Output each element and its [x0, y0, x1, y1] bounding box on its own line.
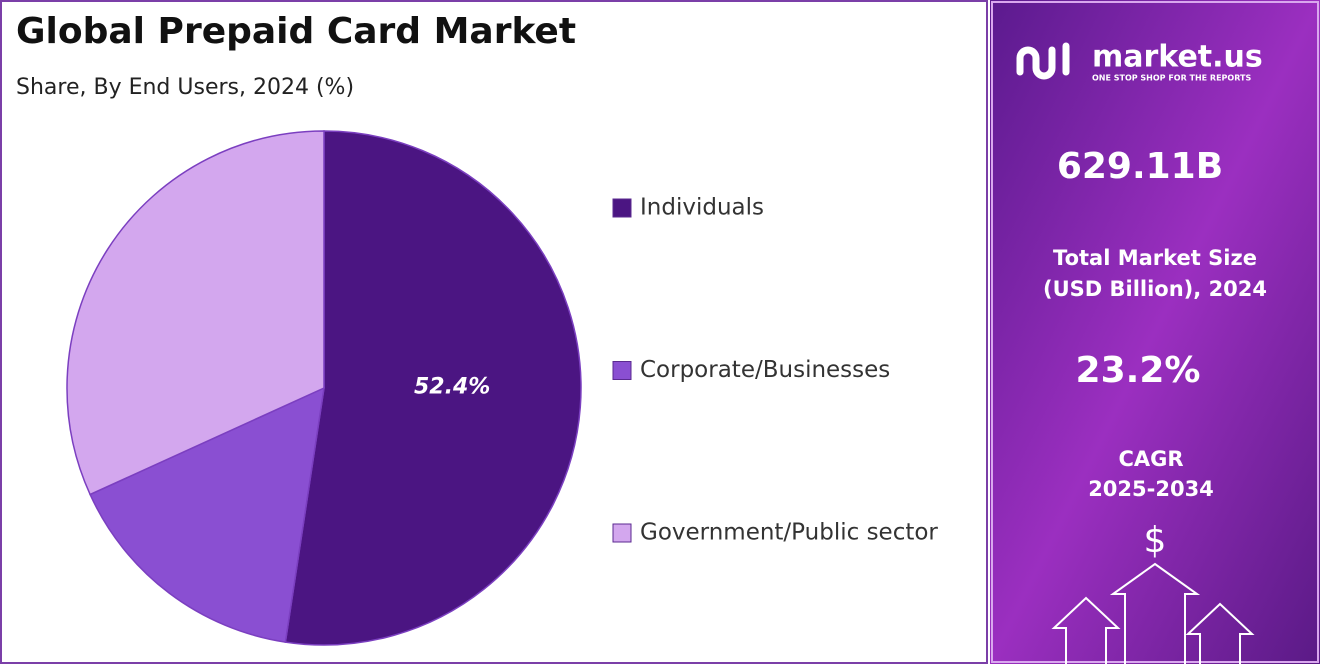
legend-label: Government/Public sector	[640, 520, 938, 546]
pie-slice	[89, 386, 325, 643]
logo	[1016, 42, 1070, 80]
legend-label: Individuals	[640, 195, 764, 221]
panel-border	[991, 1, 1319, 663]
market-size: 629.11B	[1057, 146, 1223, 187]
pie-slice	[66, 130, 325, 496]
cagr-label: CAGR	[1118, 447, 1183, 471]
logo-icon	[1016, 42, 1070, 80]
legend-swatch	[612, 361, 632, 380]
tagline: ONE STOP SHOP FOR THE REPORTS	[1092, 74, 1251, 83]
cagr: 23.2%	[1076, 350, 1201, 391]
market-size-label: (USD Billion), 2024	[1043, 277, 1267, 301]
pie: 52.4%	[66, 130, 582, 646]
currency-icon: $	[1144, 520, 1167, 561]
legend: Individuals Corporate/Businesses Governmen…	[612, 195, 938, 546]
arrow	[1109, 562, 1201, 664]
legend-swatch	[612, 198, 632, 218]
legend-label: Corporate/Businesses	[640, 357, 890, 383]
arrow	[1051, 596, 1121, 664]
cagr-label: 2025-2034	[1088, 477, 1214, 501]
arrows	[1051, 562, 1255, 664]
market-size-label: Total Market Size	[1053, 246, 1257, 270]
legend-swatch	[612, 523, 632, 543]
side-panel	[990, 0, 1320, 664]
brand: market.us	[1092, 40, 1263, 75]
data-label: 52.4%	[414, 375, 490, 400]
pie-slice	[284, 130, 582, 646]
chart-title: Global Prepaid Card Market	[16, 11, 576, 52]
arrow	[1185, 602, 1255, 664]
chart-subtitle: Share, By End Users, 2024 (%)	[16, 75, 354, 100]
